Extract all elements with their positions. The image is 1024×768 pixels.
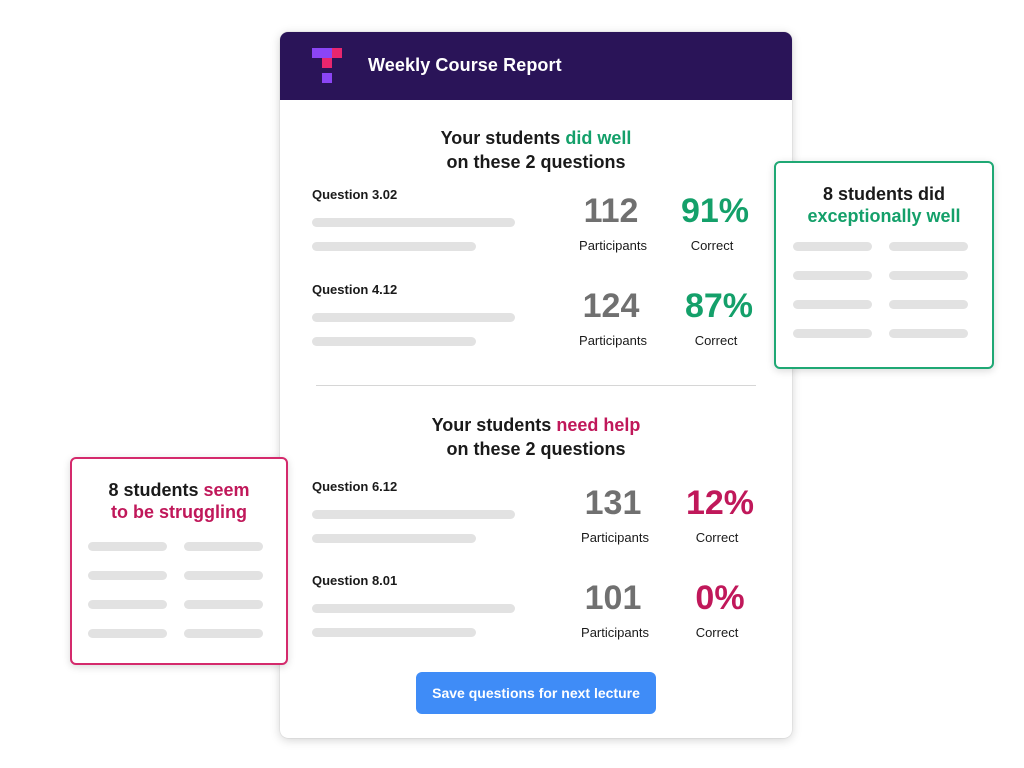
student-name-placeholder — [793, 242, 872, 251]
question-label: Question 6.12 — [312, 479, 398, 494]
help-section-title: Your students need help on these 2 quest… — [431, 415, 641, 459]
participants-count: 112 — [583, 192, 639, 230]
student-name-placeholder — [88, 571, 167, 580]
well-section-title: Your students did well on these 2 questi… — [440, 128, 632, 172]
participants-caption: Participants — [581, 530, 649, 545]
exceptional-students-card[interactable]: 8 students did exceptionally well — [774, 161, 994, 369]
correct-caption: Correct — [690, 238, 734, 253]
correct-percentage: 0% — [695, 579, 745, 617]
report-header: Weekly Course Report — [280, 32, 792, 100]
correct-percentage: 12% — [685, 484, 755, 522]
participants-caption: Participants — [581, 625, 649, 640]
question-text-placeholder — [312, 337, 476, 346]
correct-caption: Correct — [694, 333, 738, 348]
student-name-placeholder — [889, 242, 968, 251]
participants-caption: Participants — [579, 238, 647, 253]
student-name-placeholder — [793, 329, 872, 338]
participants-caption: Participants — [579, 333, 647, 348]
question-text-placeholder — [312, 218, 515, 227]
student-name-placeholder — [184, 571, 263, 580]
struggling-students-title: 8 students seem to be struggling — [108, 480, 250, 522]
question-text-placeholder — [312, 604, 515, 613]
question-label: Question 4.12 — [312, 282, 398, 297]
student-name-placeholder — [88, 629, 167, 638]
correct-caption: Correct — [695, 625, 739, 640]
student-name-placeholder — [88, 542, 167, 551]
question-text-placeholder — [312, 510, 515, 519]
student-name-placeholder — [184, 542, 263, 551]
participants-count: 101 — [584, 579, 642, 617]
student-name-placeholder — [793, 300, 872, 309]
report-title: Weekly Course Report — [368, 55, 562, 75]
question-text-placeholder — [312, 242, 476, 251]
correct-percentage: 91% — [680, 192, 750, 230]
participants-count: 131 — [584, 484, 642, 522]
question-text-placeholder — [312, 628, 476, 637]
student-name-placeholder — [88, 600, 167, 609]
correct-percentage: 87% — [684, 287, 754, 325]
struggling-students-card[interactable]: 8 students seem to be struggling — [70, 457, 288, 665]
exceptional-students-title: 8 students did exceptionally well — [807, 184, 961, 226]
student-name-placeholder — [889, 329, 968, 338]
question-text-placeholder — [312, 313, 515, 322]
student-name-placeholder — [793, 271, 872, 280]
correct-caption: Correct — [695, 530, 739, 545]
participants-count: 124 — [582, 287, 640, 325]
student-name-placeholder — [889, 271, 968, 280]
student-name-placeholder — [184, 600, 263, 609]
question-label: Question 3.02 — [312, 187, 398, 202]
question-text-placeholder — [312, 534, 476, 543]
brand-logo-icon — [312, 48, 342, 86]
report-card: Weekly Course Report Your students did w… — [280, 32, 792, 738]
section-divider — [316, 385, 756, 386]
student-name-placeholder — [889, 300, 968, 309]
save-questions-button[interactable]: Save questions for next lecture — [416, 672, 656, 714]
student-name-placeholder — [184, 629, 263, 638]
question-label: Question 8.01 — [312, 573, 398, 588]
